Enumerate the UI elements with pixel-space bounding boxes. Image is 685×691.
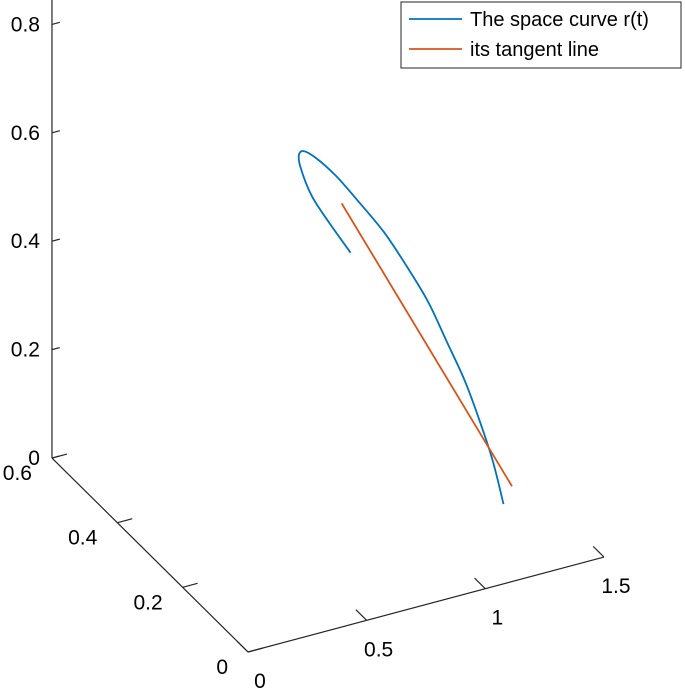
y-tick-mark [182,582,198,588]
legend-box [400,1,682,69]
z-tick-mark [51,346,60,351]
z-tick-label: 0.8 [11,13,40,36]
y-axis-line [51,457,249,653]
x-tick-label: 1.5 [601,575,630,598]
y-tick-mark [247,647,264,653]
z-tick-label: 0.2 [11,339,40,362]
x-tick-mark [355,609,368,621]
series-tangent-line [340,202,513,487]
x-tick-mark [236,640,249,653]
legend-label: its tangent line [470,39,599,61]
z-tick-label: 0 [28,447,40,470]
y-tick-label: 0.6 [3,462,32,485]
z-tick-label: 0.4 [11,230,41,253]
x-tick-label: 0 [254,670,266,691]
y-tick-label: 0.2 [133,591,162,614]
legend: The space curve r(t) its tangent line [400,1,682,69]
legend-label: The space curve r(t) [470,9,649,31]
y-tick-label: 0 [216,656,228,679]
x-tick-mark [474,577,486,590]
y-tick-label: 0.4 [68,527,98,550]
series-space-curve [297,150,505,505]
x-axis-line [247,556,605,653]
z-tick-mark [51,21,60,25]
z-tick-label: 0.6 [11,122,40,145]
plot-series [297,150,513,505]
z-tick-mark [51,455,60,459]
x-tick-label: 1 [491,607,503,630]
x-tick-label: 0.5 [364,638,393,661]
y-tick-mark [117,518,133,524]
x-tick-mark [592,545,605,558]
axes: 00.511.500.20.40.600.20.40.60.81 [3,0,631,691]
z-tick-mark [51,130,60,134]
z-tick-mark [51,238,60,242]
